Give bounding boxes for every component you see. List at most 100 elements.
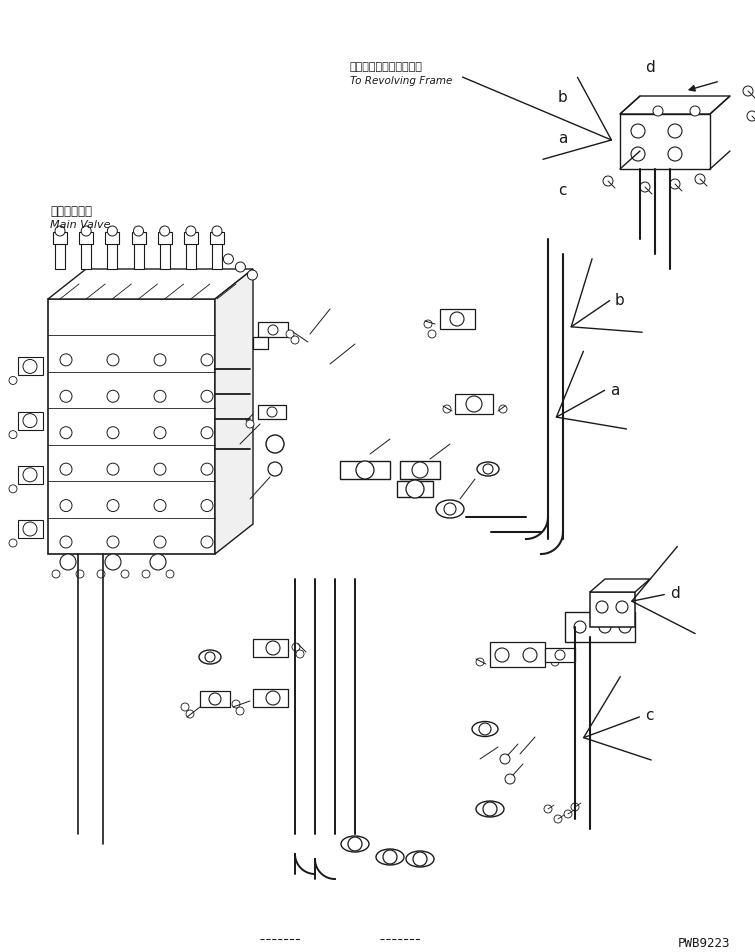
Circle shape [186, 710, 194, 718]
Bar [565, 612, 635, 643]
Circle shape [267, 407, 277, 418]
Circle shape [596, 602, 608, 613]
Bar [340, 462, 390, 480]
Circle shape [150, 554, 166, 570]
Circle shape [670, 180, 680, 189]
Circle shape [23, 360, 37, 374]
Bar [545, 648, 575, 663]
Circle shape [9, 431, 17, 439]
Bar [210, 232, 224, 245]
Circle shape [154, 500, 166, 512]
Bar [590, 592, 635, 627]
Circle shape [236, 263, 245, 272]
Circle shape [500, 754, 510, 764]
Circle shape [134, 227, 143, 237]
Circle shape [205, 652, 215, 663]
Circle shape [105, 554, 121, 570]
Text: b: b [558, 89, 568, 105]
Circle shape [9, 540, 17, 547]
Text: c: c [558, 183, 566, 198]
Circle shape [268, 463, 282, 477]
Circle shape [60, 427, 72, 439]
Circle shape [201, 536, 213, 548]
Circle shape [154, 391, 166, 403]
Circle shape [159, 227, 170, 237]
Text: a: a [558, 130, 567, 146]
Circle shape [551, 659, 559, 666]
Text: レボルビングフレームヘ: レボルビングフレームヘ [350, 62, 423, 72]
Circle shape [107, 354, 119, 367]
Ellipse shape [477, 463, 499, 477]
Text: a: a [610, 383, 619, 398]
Circle shape [166, 570, 174, 579]
Circle shape [653, 107, 663, 117]
Circle shape [631, 148, 645, 162]
Circle shape [296, 650, 304, 659]
Circle shape [60, 464, 72, 476]
Circle shape [291, 337, 299, 345]
Circle shape [266, 642, 280, 655]
Bar [82, 240, 91, 269]
Circle shape [201, 464, 213, 476]
Circle shape [286, 330, 294, 339]
Circle shape [97, 570, 105, 579]
Circle shape [523, 648, 537, 663]
Circle shape [406, 481, 424, 499]
Bar [18, 521, 43, 539]
Text: PWB9223: PWB9223 [677, 936, 730, 949]
Text: d: d [645, 60, 655, 75]
Circle shape [60, 354, 72, 367]
Bar [158, 232, 171, 245]
Bar [490, 643, 545, 667]
Circle shape [695, 175, 705, 185]
Bar [253, 640, 288, 657]
Circle shape [107, 227, 117, 237]
Ellipse shape [406, 851, 434, 867]
Circle shape [348, 837, 362, 851]
Ellipse shape [341, 836, 369, 852]
Circle shape [52, 570, 60, 579]
Bar [53, 232, 67, 245]
Circle shape [9, 377, 17, 385]
Circle shape [60, 554, 76, 570]
Ellipse shape [199, 650, 221, 664]
Circle shape [619, 622, 631, 633]
Circle shape [181, 704, 189, 711]
Circle shape [554, 815, 562, 823]
Circle shape [266, 691, 280, 705]
Circle shape [616, 602, 628, 613]
Circle shape [209, 693, 221, 705]
Circle shape [356, 462, 374, 480]
Circle shape [246, 421, 254, 428]
Bar [106, 232, 119, 245]
Circle shape [212, 227, 222, 237]
Bar [200, 691, 230, 707]
Text: b: b [615, 292, 624, 307]
Circle shape [412, 463, 428, 479]
Circle shape [154, 427, 166, 439]
Circle shape [450, 312, 464, 327]
Polygon shape [590, 580, 650, 592]
Bar [18, 412, 43, 430]
Circle shape [443, 406, 451, 413]
Bar [400, 462, 440, 480]
Bar [55, 240, 65, 269]
Circle shape [154, 536, 166, 548]
Bar [48, 300, 215, 554]
Circle shape [223, 255, 233, 265]
Circle shape [555, 650, 565, 661]
Circle shape [186, 227, 196, 237]
Bar [258, 323, 288, 338]
Bar [18, 358, 43, 376]
Bar [134, 240, 143, 269]
Text: c: c [645, 707, 654, 723]
Circle shape [268, 326, 278, 336]
Circle shape [413, 852, 427, 866]
Circle shape [201, 500, 213, 512]
Circle shape [107, 536, 119, 548]
Bar [159, 240, 170, 269]
Ellipse shape [472, 722, 498, 737]
Circle shape [479, 724, 491, 735]
Circle shape [428, 330, 436, 339]
Circle shape [668, 148, 682, 162]
